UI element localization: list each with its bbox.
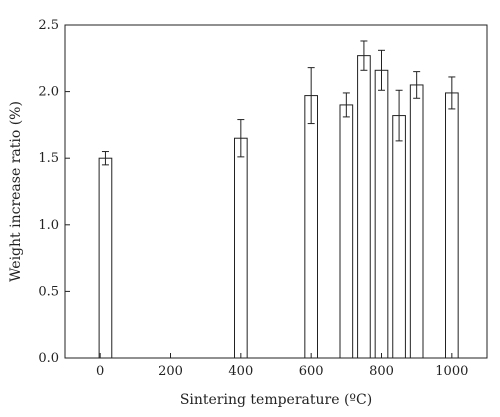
x-tick-label: 800 [369,364,394,379]
y-tick-label: 1.5 [38,151,59,166]
bars [98,40,459,359]
x-tick-label: 0 [96,364,104,379]
y-tick-label: 0.0 [38,351,59,366]
x-ticks: 0 200 400 600 800 1000 [96,353,468,379]
bar [445,92,459,359]
x-tick-label: 400 [228,364,253,379]
x-tick-label: 200 [158,364,183,379]
bar [234,137,248,359]
plot-frame [64,24,488,359]
y-tick-label: 2.0 [38,85,59,100]
axes [64,24,488,359]
bar [304,95,318,359]
bar [374,69,389,359]
y-axis-label: Weight increase ratio (%) [8,101,24,282]
bar [339,104,354,359]
x-axis-label: Sintering temperature (ºC) [180,392,372,408]
y-ticks: 0.0 0.5 1.0 1.5 2.0 2.5 [38,18,70,366]
y-tick-label: 0.5 [38,284,59,299]
x-tick-label: 600 [299,364,324,379]
y-tick-label: 2.5 [38,18,59,33]
y-tick-label: 1.0 [38,218,59,233]
bar [409,84,424,359]
bar [357,55,371,359]
x-tick-label: 1000 [435,364,468,379]
bar [98,157,113,359]
bar [392,115,406,359]
